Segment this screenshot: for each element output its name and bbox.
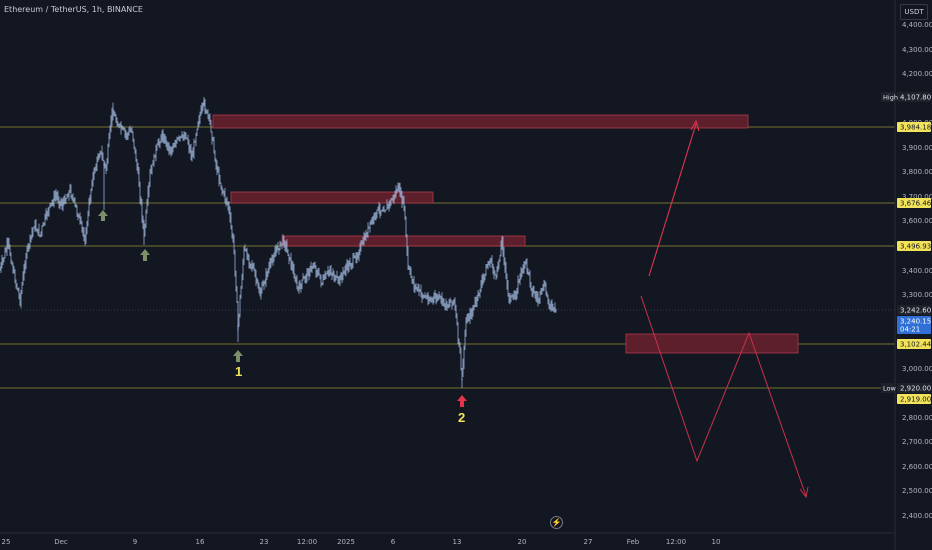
zone-demand <box>625 333 799 354</box>
price-tick: 4,200.00 <box>902 70 932 78</box>
price-badge-text: 3,240.15 <box>900 318 931 326</box>
price-tick: 2,700.00 <box>902 438 932 446</box>
time-label: 23 <box>260 538 269 546</box>
green-up-arrow <box>233 350 243 362</box>
time-label: Feb <box>627 538 640 546</box>
zone-mid <box>281 235 526 247</box>
price-badge <box>897 241 931 251</box>
price-tick: 2,400.00 <box>902 512 932 520</box>
price-badge-text: 3,496.93 <box>900 243 931 251</box>
price-tick: 3,900.00 <box>902 144 932 152</box>
time-label: 2025 <box>337 538 355 546</box>
marker-label-2: 2 <box>458 410 466 425</box>
price-scale[interactable] <box>894 0 932 550</box>
price-badge-countdown: 04:21 <box>900 326 920 334</box>
price-tick: 3,700.00 <box>902 193 932 201</box>
time-label: Dec <box>54 538 68 546</box>
price-badge <box>897 122 931 132</box>
price-tick: 4,400.00 <box>902 21 932 29</box>
price-tick-labels: 4,400.004,300.004,200.004,000.003,900.00… <box>902 21 932 520</box>
time-label: 27 <box>584 538 593 546</box>
green-up-arrow <box>140 249 150 261</box>
time-label: 25 <box>2 538 11 546</box>
time-label: 12:00 <box>666 538 686 546</box>
time-label: 6 <box>391 538 396 546</box>
time-label: 20 <box>518 538 527 546</box>
price-tick: 3,300.00 <box>902 291 932 299</box>
price-badge-text: 3,984.18 <box>900 124 931 132</box>
price-badge-text: 3,102.44 <box>900 341 932 349</box>
symbol-legend[interactable]: Ethereum / TetherUS, 1h, BINANCE <box>4 5 143 14</box>
price-badge <box>897 198 931 208</box>
price-badge-text: 3,676.46 <box>900 200 932 208</box>
price-badge <box>897 339 931 349</box>
marker-label-1: 1 <box>235 364 243 379</box>
signal-arrows <box>98 210 467 407</box>
green-up-arrow <box>98 210 108 221</box>
price-tick: 2,500.00 <box>902 487 932 495</box>
time-label: 10 <box>712 538 721 546</box>
time-label: 13 <box>453 538 462 546</box>
badge-side-label-bg <box>881 92 896 102</box>
price-badge-text: 2,920.00 <box>900 385 931 393</box>
price-badge <box>897 305 931 315</box>
price-badge <box>897 394 931 404</box>
zone-upper-mid <box>230 191 434 204</box>
price-badge-text: 4,107.80 <box>900 94 931 102</box>
time-label: 12:00 <box>297 538 317 546</box>
price-tick: 3,000.00 <box>902 365 932 373</box>
price-candles <box>0 97 557 388</box>
time-label: 16 <box>196 538 205 546</box>
badge-side-label-bg <box>881 383 896 393</box>
price-tick: 3,600.00 <box>902 217 932 225</box>
price-tick: 4,300.00 <box>902 46 932 54</box>
currency-label[interactable]: USDT <box>900 4 928 20</box>
price-tick: 2,800.00 <box>902 414 932 422</box>
red-up-arrow <box>457 395 467 407</box>
price-badge <box>897 92 931 102</box>
time-labels: 25 Dec 9 16 23 12:00 2025 6 13 20 27 Feb 12:00 10 <box>2 538 721 546</box>
lightning-icon[interactable]: ⚡ <box>550 516 563 529</box>
price-badge <box>897 316 931 334</box>
projection-paths <box>640 119 809 499</box>
zone-top <box>212 114 749 129</box>
badge-side-label: Low <box>883 385 896 393</box>
price-tick: 3,400.00 <box>902 267 932 275</box>
price-badge <box>897 383 931 393</box>
time-label: 9 <box>133 538 137 546</box>
price-tick: 2,600.00 <box>902 463 932 471</box>
zones[interactable] <box>212 114 799 354</box>
price-badge-text: 3,242.60 <box>900 307 931 315</box>
badge-side-label: High <box>883 94 898 102</box>
price-badge-text: 2,919.00 <box>900 396 931 404</box>
price-tick: 3,800.00 <box>902 168 932 176</box>
